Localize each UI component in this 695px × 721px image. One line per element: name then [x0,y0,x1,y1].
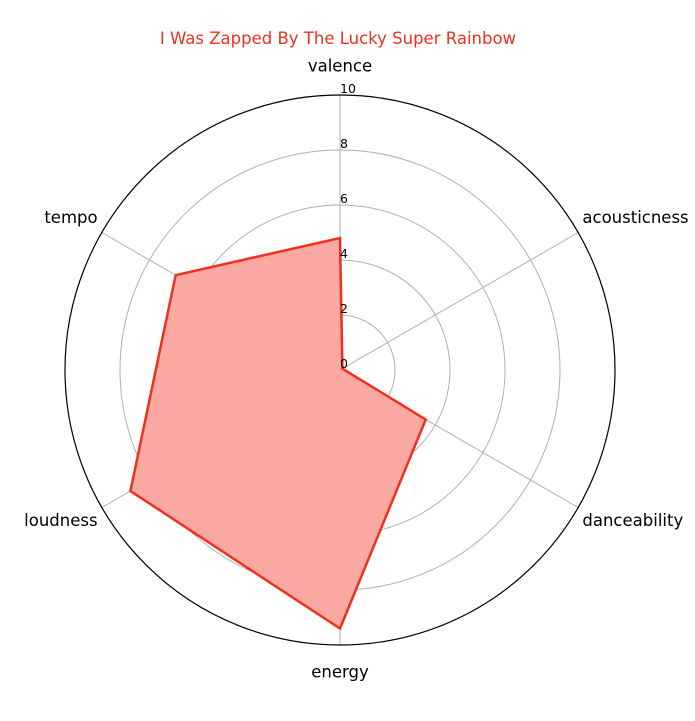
series-fill [130,238,426,629]
tick-label: 4 [340,246,348,261]
axis-label-danceability: danceability [582,511,683,530]
outer-frame [64,94,616,646]
axis-label-acousticness: acousticness [582,208,688,227]
tick-label: 8 [340,136,348,151]
tick-label: 6 [340,191,348,206]
tick-label: 0 [340,356,348,371]
axis-label-energy: energy [311,663,369,682]
axis-label-valence: valence [308,57,372,76]
data-layer [129,236,428,631]
tick-label: 2 [340,301,348,316]
spoke-line [339,232,579,371]
tick-label: 10 [340,81,356,96]
labels-layer: 0 2 4 6 8 10 valence acousticness danceability en… [24,57,688,682]
axis-label-loudness: loudness [24,511,97,530]
chart-title: I Was Zapped By The Lucky Super Rainbow [160,29,516,48]
axis-label-tempo: tempo [44,208,97,227]
